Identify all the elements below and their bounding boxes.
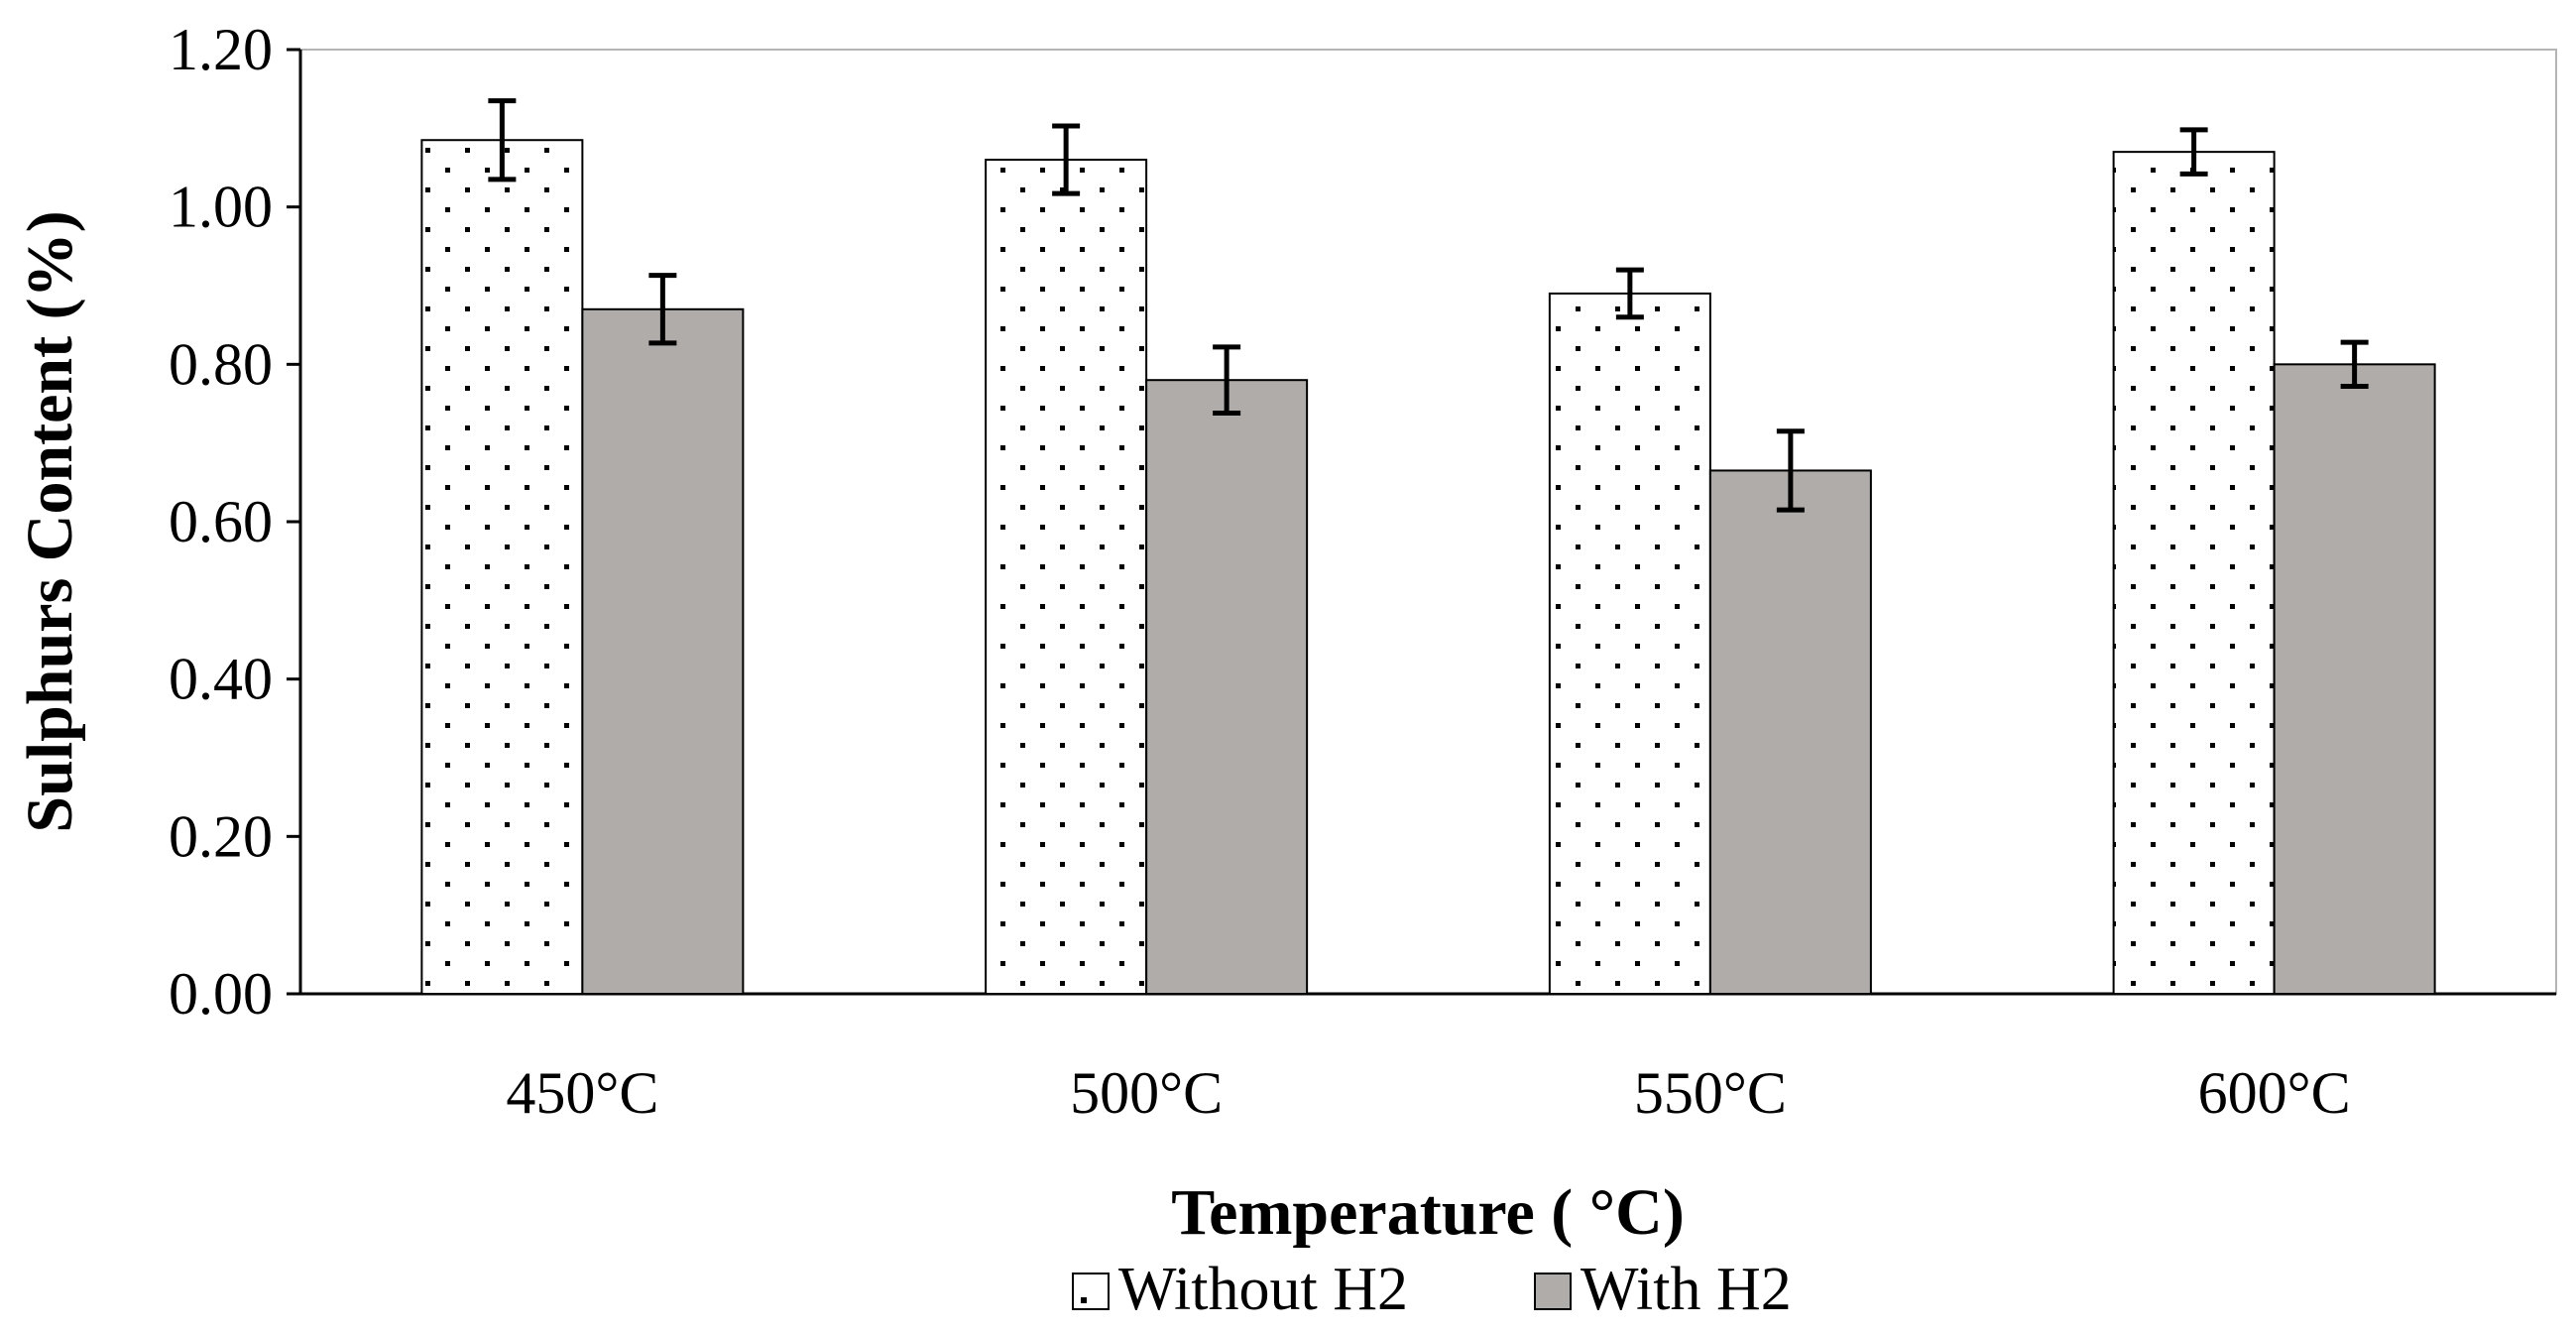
bar-with-h2 xyxy=(581,307,745,995)
y-tick-label: 0.20 xyxy=(169,803,273,869)
y-axis-ticks: 0.00 0.20 0.40 0.60 0.80 1.00 1.20 xyxy=(169,17,300,1027)
x-category-label: 500°C xyxy=(1070,1060,1223,1126)
bar-without-h2 xyxy=(985,159,1148,996)
bar-with-h2 xyxy=(2273,363,2436,996)
y-tick-label: 0.60 xyxy=(169,489,273,554)
error-bar-without-h2 xyxy=(1615,267,1644,320)
error-bar-with-h2 xyxy=(1776,428,1805,513)
x-axis-category-labels: 450°C 500°C 550°C 600°C xyxy=(506,1060,2350,1126)
bar-with-h2 xyxy=(1708,469,1872,995)
y-tick-label: 0.00 xyxy=(169,961,273,1027)
legend-label-without-h2: Without H2 xyxy=(1118,1256,1408,1323)
bar-without-h2 xyxy=(420,139,584,995)
bar-without-h2 xyxy=(2112,151,2276,995)
x-category-label: 550°C xyxy=(1634,1060,1787,1126)
error-bar-without-h2 xyxy=(1052,123,1081,196)
legend-swatch-dot xyxy=(1081,1297,1087,1303)
error-bar-with-h2 xyxy=(1213,344,1241,417)
x-category-label: 600°C xyxy=(2198,1060,2351,1126)
y-axis-title: Sulphurs Content (%) xyxy=(14,210,86,832)
error-bar-with-h2 xyxy=(648,273,677,346)
error-bars-group xyxy=(488,98,2369,513)
legend-swatch-without-h2 xyxy=(1072,1273,1110,1310)
bar-without-h2 xyxy=(1548,292,1711,995)
legend-label-with-h2: With H2 xyxy=(1581,1256,1792,1323)
bar-with-h2 xyxy=(1145,379,1309,995)
error-bar-without-h2 xyxy=(2179,127,2208,177)
x-category-label: 450°C xyxy=(506,1060,658,1126)
bars-group xyxy=(420,139,2436,996)
legend-swatch-with-h2 xyxy=(1534,1273,1572,1310)
legend: Without H2 With H2 xyxy=(1072,1256,1792,1323)
y-tick-label: 0.80 xyxy=(169,331,273,397)
y-tick-label: 0.40 xyxy=(169,647,273,712)
y-tick-label: 1.00 xyxy=(169,175,273,240)
y-tick-label: 1.20 xyxy=(169,17,273,82)
x-axis-title: Temperature ( °C) xyxy=(1171,1176,1685,1249)
error-bar-without-h2 xyxy=(488,98,517,182)
error-bar-with-h2 xyxy=(2340,339,2369,390)
